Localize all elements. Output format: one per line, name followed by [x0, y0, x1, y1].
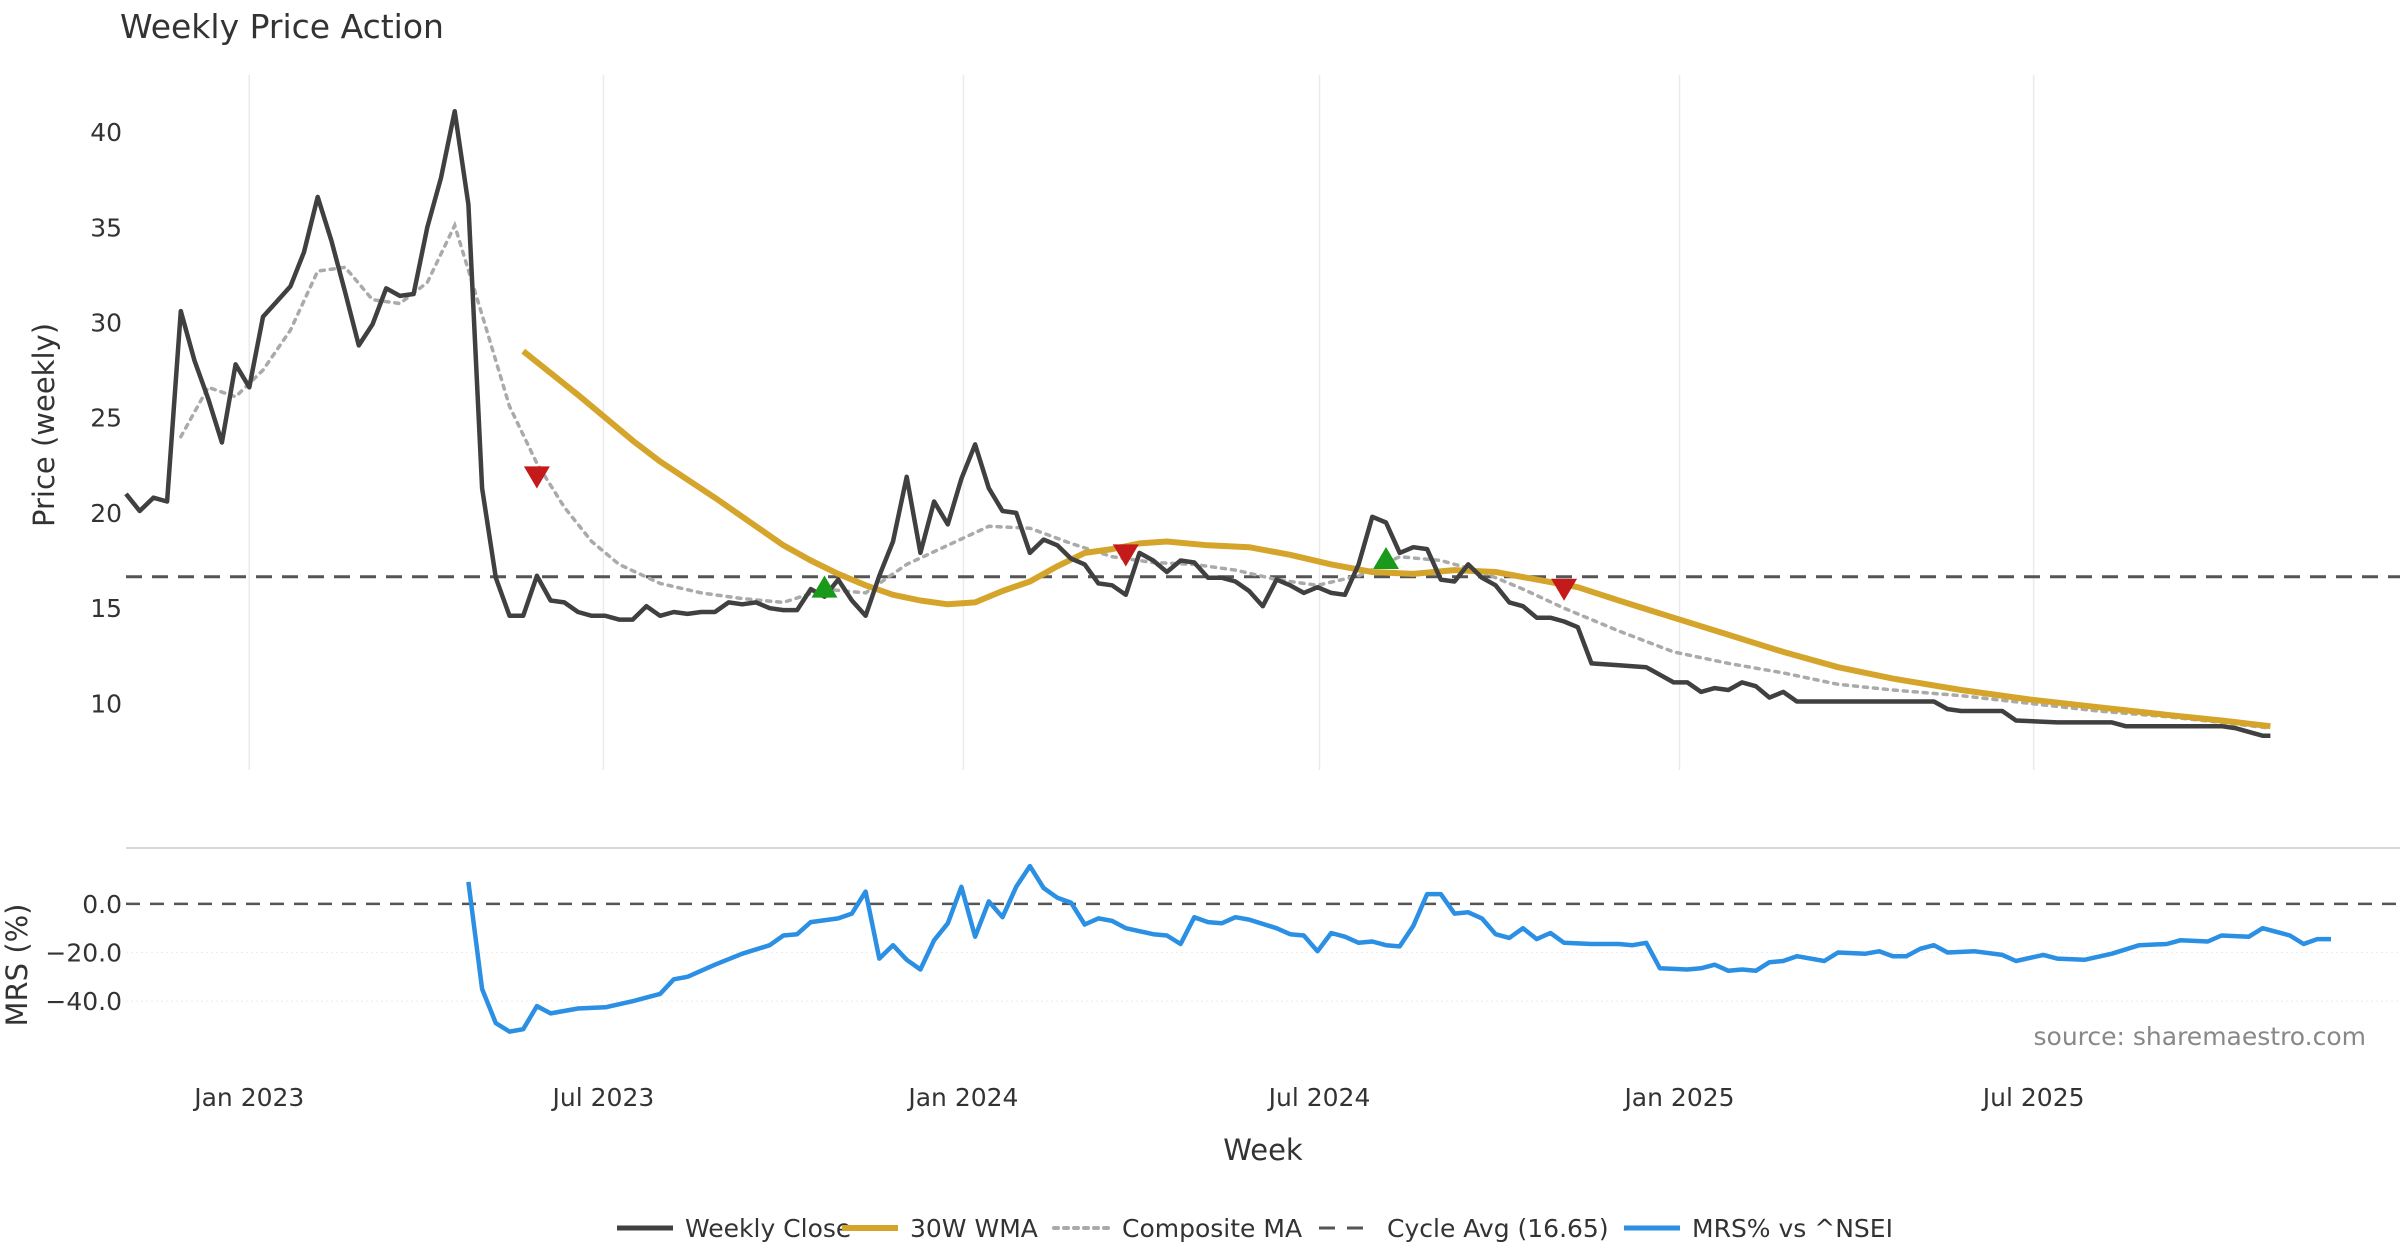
x-axis-label: Week: [1223, 1133, 1303, 1167]
legend-label: Cycle Avg (16.65): [1387, 1214, 1609, 1243]
chart-title: Weekly Price Action: [120, 7, 444, 46]
source-note: source: sharemaestro.com: [2034, 1022, 2367, 1051]
price-y-tick-label: 10: [90, 689, 122, 718]
x-tick-label: Jan 2024: [906, 1083, 1018, 1112]
price-y-axis-label: Price (weekly): [27, 323, 61, 527]
mrs-y-axis-label: MRS (%): [0, 904, 34, 1027]
price-y-tick-label: 15: [90, 594, 122, 623]
legend-label: Weekly Close: [685, 1214, 851, 1243]
price-y-tick-label: 20: [90, 499, 122, 528]
x-tick-label: Jul 2024: [1267, 1083, 1371, 1112]
legend-label: MRS% vs ^NSEI: [1692, 1214, 1893, 1243]
price-y-tick-label: 40: [90, 118, 122, 147]
legend-label: Composite MA: [1122, 1214, 1302, 1243]
x-tick-label: Jan 2023: [192, 1083, 304, 1112]
legend-label: 30W WMA: [910, 1214, 1038, 1243]
x-tick-label: Jan 2025: [1622, 1083, 1734, 1112]
price-y-tick-label: 30: [90, 309, 122, 338]
x-tick-label: Jul 2023: [551, 1083, 655, 1112]
mrs-y-tick-label: 0.0: [82, 890, 122, 919]
x-tick-label: Jul 2025: [1981, 1083, 2085, 1112]
mrs-y-tick-label: −20.0: [45, 939, 122, 968]
price-y-tick-label: 35: [90, 213, 122, 242]
legend: Weekly Close 30W WMA Composite MA Cycle Avg…: [617, 1214, 1893, 1243]
price-y-tick-label: 25: [90, 404, 122, 433]
mrs-y-tick-label: −40.0: [45, 987, 122, 1016]
